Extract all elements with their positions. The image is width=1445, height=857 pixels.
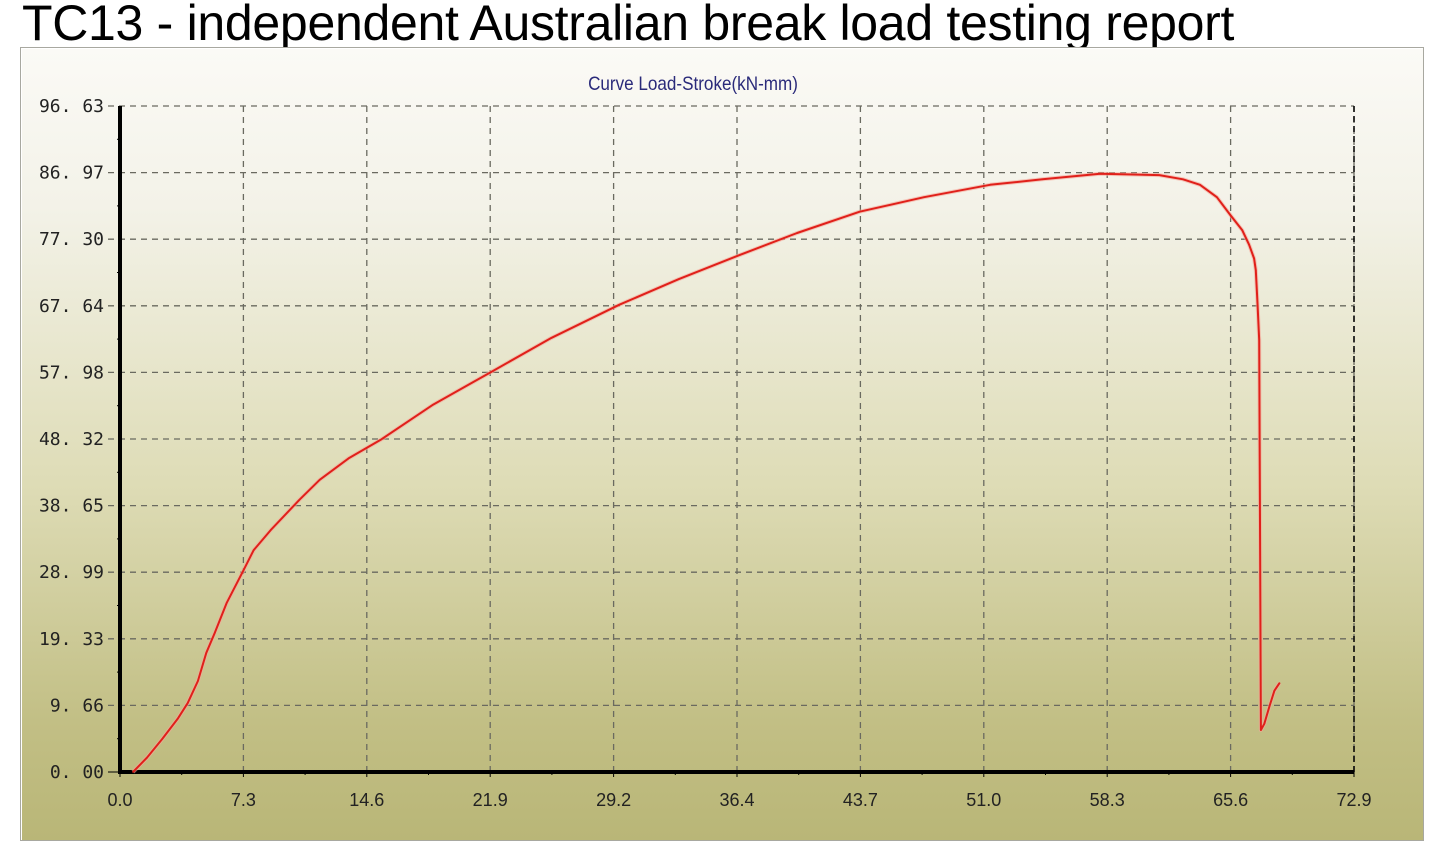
data-point [379, 438, 382, 441]
y-tick-label: 9. 66 [50, 695, 104, 716]
data-point [1216, 196, 1218, 198]
y-tick-label: 57. 98 [39, 362, 104, 383]
data-point [242, 569, 245, 571]
y-tick-label: 28. 99 [39, 562, 104, 583]
chart-panel [20, 47, 1424, 841]
grid [108, 105, 1355, 772]
page-title: TC13 - independent Australian break load… [22, 0, 1235, 51]
data-point [923, 196, 925, 198]
data-point [1041, 178, 1044, 181]
x-tick-label: 36.4 [719, 790, 754, 810]
data-point [1241, 229, 1244, 232]
data-point [205, 651, 208, 654]
data-point [1258, 339, 1261, 341]
x-tick-label: 29.2 [596, 790, 631, 810]
x-tick-label: 7.3 [231, 790, 256, 810]
data-point [550, 336, 553, 339]
series [131, 171, 1282, 774]
data-point [132, 771, 134, 773]
data-point [252, 549, 255, 551]
data-point [1256, 302, 1259, 305]
x-tick-label: 72.9 [1336, 790, 1371, 810]
data-point [1182, 178, 1184, 181]
data-point [618, 303, 621, 306]
y-tick-label: 38. 65 [39, 496, 104, 517]
data-point [225, 602, 228, 604]
data-point [213, 631, 216, 634]
x-tick-label: 43.7 [843, 790, 878, 810]
x-tick-label: 51.0 [966, 790, 1001, 810]
data-point [1263, 722, 1266, 725]
data-point [186, 702, 189, 704]
data-point [432, 403, 434, 406]
data-point [796, 232, 798, 234]
data-point [347, 457, 350, 460]
data-point [298, 498, 301, 501]
data-point [161, 738, 164, 740]
chart-title: Curve Load-Stroke(kN-mm) [588, 73, 798, 94]
data-point [989, 183, 991, 186]
data-point [489, 371, 492, 374]
data-point [1099, 172, 1101, 175]
y-tick-label: 0. 00 [50, 762, 104, 783]
data-point [677, 278, 680, 281]
axes [108, 106, 1355, 777]
y-tick-label: 86. 97 [39, 163, 104, 184]
data-point [1255, 269, 1257, 272]
y-tick-label: 19. 33 [39, 629, 104, 650]
x-tick-label: 14.6 [349, 790, 384, 810]
series-line [132, 172, 1281, 773]
data-point [738, 254, 741, 256]
data-point [1248, 243, 1250, 246]
x-tick-label: 0.0 [107, 790, 132, 810]
x-tick-label: 21.9 [473, 790, 508, 810]
data-point [1253, 257, 1255, 260]
x-tick-label: 58.3 [1090, 790, 1125, 810]
y-tick-label: 77. 30 [39, 229, 104, 250]
x-tick-label: 65.6 [1213, 790, 1248, 810]
data-point [269, 529, 272, 531]
data-point [1278, 682, 1281, 684]
tick-labels: 0.0 7.3 14.6 21.9 29.2 36.4 43.7 51.0 58.3 65.6 72… [39, 96, 1372, 810]
data-point [176, 718, 179, 720]
y-tick-label: 96. 63 [39, 96, 104, 117]
data-point [318, 478, 321, 481]
y-tick-label: 67. 64 [39, 296, 104, 317]
data-point [1273, 689, 1276, 692]
data-point [146, 756, 148, 759]
data-point [1229, 214, 1232, 216]
data-point [1268, 705, 1271, 708]
data-point [1199, 183, 1201, 186]
y-tick-label: 48. 32 [39, 429, 104, 450]
data-point [197, 680, 199, 682]
data-point [1260, 729, 1262, 731]
data-point [1158, 174, 1161, 176]
data-point [858, 210, 861, 213]
